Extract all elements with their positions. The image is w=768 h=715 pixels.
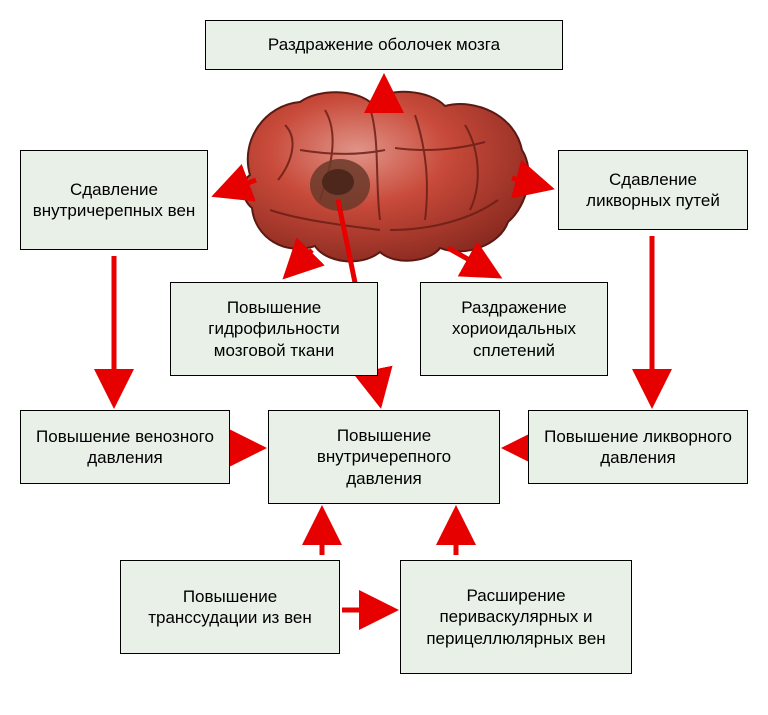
label: Повышение венозного давления (29, 426, 221, 469)
label: Повышение ликворного давления (537, 426, 739, 469)
node-n2: Сдавление внутричерепных вен (20, 150, 208, 250)
arrow-brain-n2 (216, 180, 256, 195)
node-n8: Повышение ликворного давления (528, 410, 748, 484)
node-n5: Раздражение хориоидальных сплетений (420, 282, 608, 376)
node-n6: Повышение венозного давления (20, 410, 230, 484)
label: Сдавление ликворных путей (567, 169, 739, 212)
label: Повышение транссудации из вен (129, 586, 331, 629)
label: Раздражение оболочек мозга (268, 34, 500, 55)
node-n9: Повышение транссудации из вен (120, 560, 340, 654)
label: Раздражение хориоидальных сплетений (429, 297, 599, 361)
arrow-brain-n4 (286, 250, 312, 276)
node-n3: Сдавление ликворных путей (558, 150, 748, 230)
label: Сдавление внутричерепных вен (29, 179, 199, 222)
node-n1: Раздражение оболочек мозга (205, 20, 563, 70)
arrow-brain-n3 (512, 178, 550, 188)
arrow-layer (0, 0, 768, 715)
brain-image (230, 80, 540, 270)
node-n4: Повышение гидрофильности мозговой ткани (170, 282, 378, 376)
label: Повышение гидрофильности мозговой ткани (179, 297, 369, 361)
node-n7: Повышение внутричерепного давления (268, 410, 500, 504)
label: Повышение внутричерепного давления (277, 425, 491, 489)
arrow-brain-n5 (448, 248, 498, 276)
node-n10: Расширение периваскулярных и перицеллюля… (400, 560, 632, 674)
label: Расширение периваскулярных и перицеллюля… (409, 585, 623, 649)
